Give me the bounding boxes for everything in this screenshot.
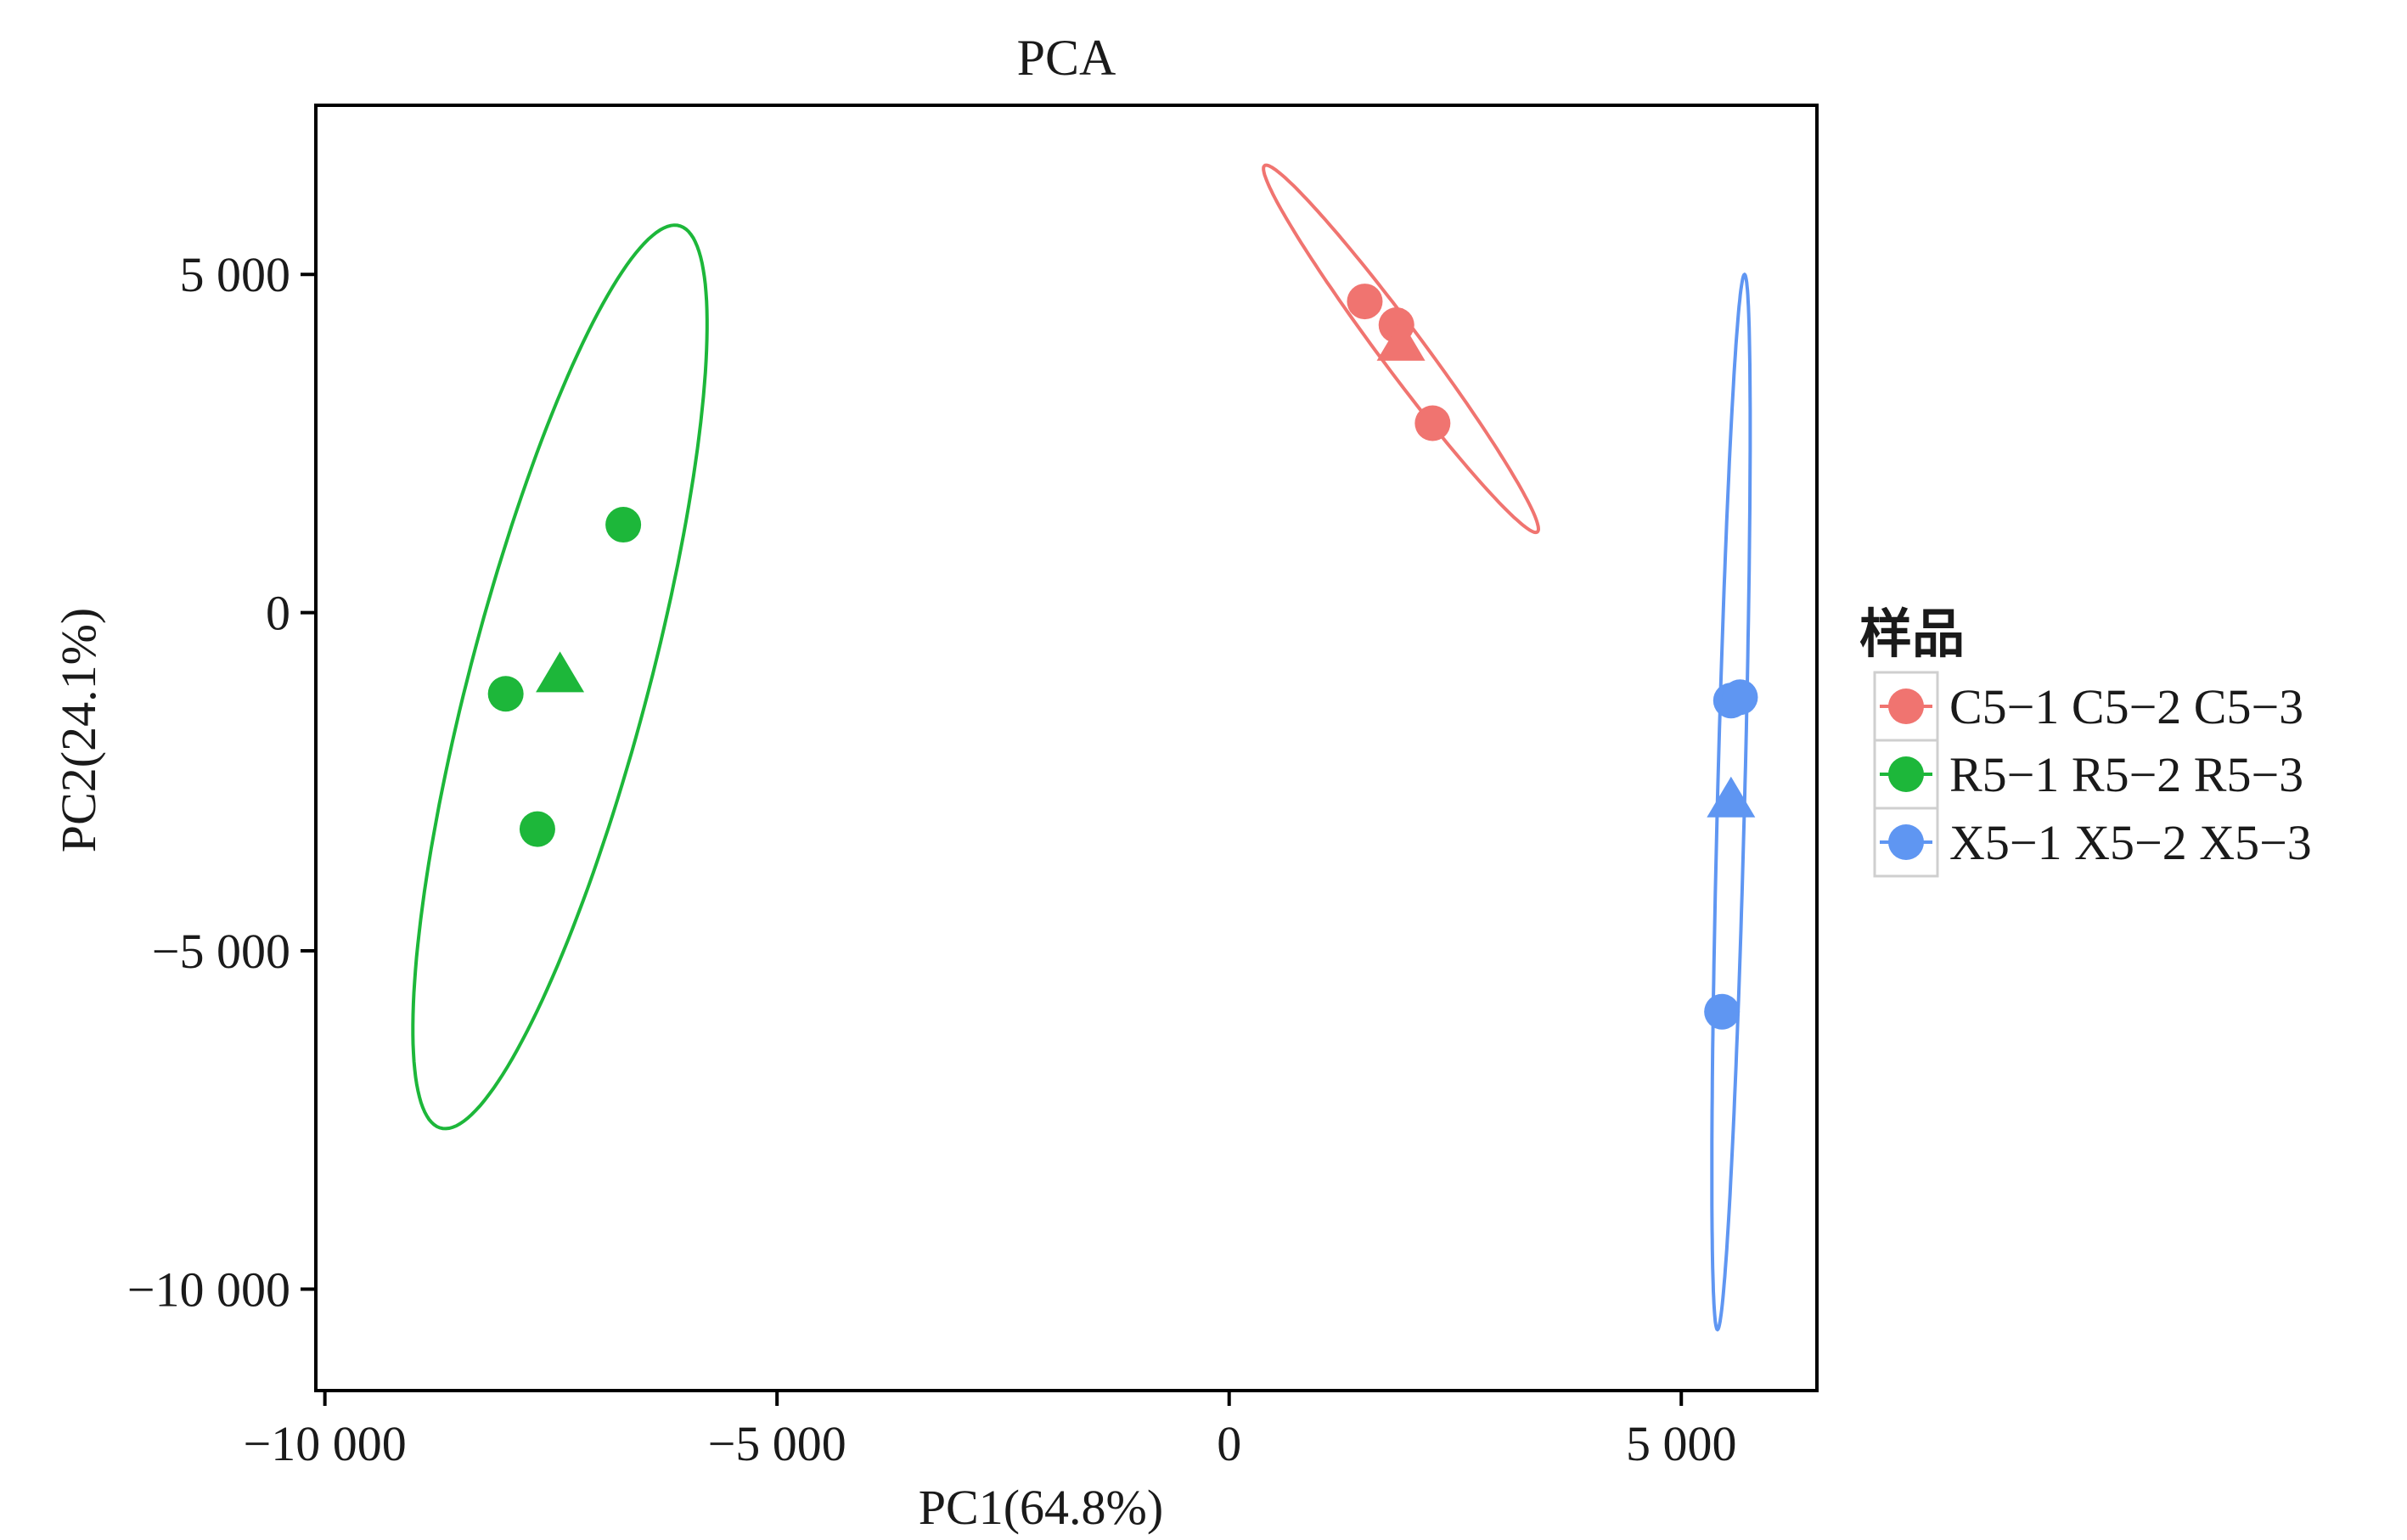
data-point-circle [519, 811, 555, 847]
legend-label-x5-1-x5-2-x5-3: X5−1 X5−2 X5−3 [1949, 815, 2312, 870]
x-tick-label: −5 000 [708, 1416, 846, 1471]
x-axis-ticks: −10 000 −5 000 0 5 000 [244, 1391, 1737, 1471]
legend-key-marker [1888, 689, 1924, 724]
legend-label-c5-1-c5-2-c5-3: C5−1 C5−2 C5−3 [1949, 679, 2303, 734]
data-point-circle [1722, 679, 1758, 716]
chart-title: PCA [1017, 30, 1116, 86]
data-point-triangle [1707, 776, 1756, 818]
plot-frame [314, 104, 1819, 1392]
legend-key-marker [1888, 824, 1924, 860]
ellipse-x5-1-x5-2-x5-3 [1710, 272, 1752, 1332]
legend-key-marker [1888, 756, 1924, 792]
y-axis-label: PC2(24.1%) [51, 608, 106, 852]
data-point-triangle [536, 651, 585, 693]
data-points [487, 284, 1758, 1030]
y-axis-ticks: 5 000 0 −5 000 −10 000 [127, 247, 316, 1317]
legend: 样品 C5−1 C5−2 C5−3 R5−1 R5−2 R5−3 X5−1 X5−2… [1859, 603, 2312, 878]
x-tick-label: −10 000 [244, 1416, 407, 1471]
data-point-circle [1347, 284, 1383, 320]
ellipse-r5-1-r5-2-r5-3 [411, 223, 709, 1131]
data-point-circle [1704, 993, 1741, 1030]
y-tick-label: −10 000 [127, 1262, 290, 1317]
data-point-triangle [1376, 319, 1426, 361]
confidence-ellipses [411, 163, 1752, 1332]
data-point-circle [487, 676, 524, 712]
y-tick-label: −5 000 [152, 924, 290, 979]
data-point-circle [1414, 405, 1451, 441]
y-tick-label: 0 [266, 586, 290, 641]
data-point-circle [605, 507, 642, 543]
legend-title: 样品 [1859, 603, 1965, 665]
legend-label-r5-1-r5-2-r5-3: R5−1 R5−2 R5−3 [1949, 747, 2303, 802]
ellipse-c5-1-c5-2-c5-3 [1262, 163, 1541, 535]
x-tick-label: 0 [1217, 1416, 1241, 1471]
x-axis-label: PC1(64.8%) [919, 1480, 1163, 1535]
y-tick-label: 5 000 [180, 247, 291, 302]
x-tick-label: 5 000 [1626, 1416, 1737, 1471]
